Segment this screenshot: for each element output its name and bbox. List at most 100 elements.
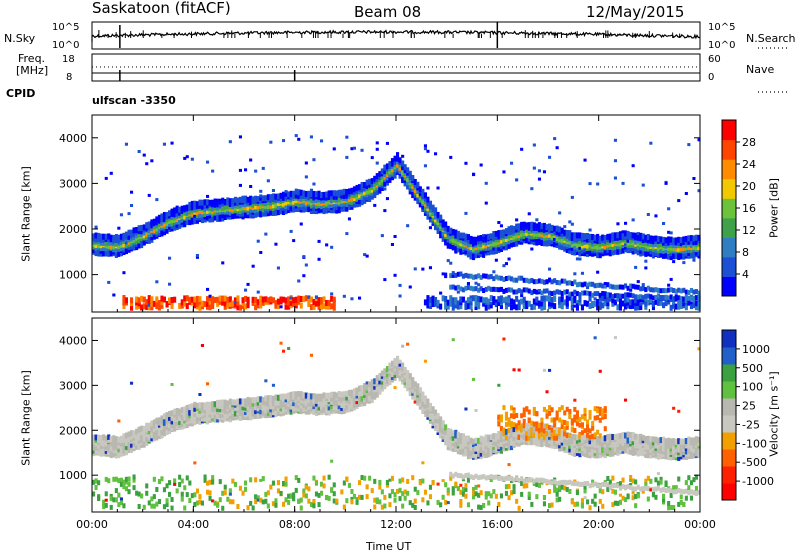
velocity-cell [553, 430, 557, 435]
velocity-cell [598, 433, 602, 439]
power-cell [130, 297, 134, 304]
velocity-cell [474, 437, 478, 444]
velocity-cell [135, 490, 139, 496]
velocity-cell [145, 434, 149, 441]
power-cell [525, 300, 529, 307]
velocity-cell [611, 450, 615, 457]
velocity-cell [256, 399, 260, 406]
velocity-cell [119, 435, 123, 442]
velocity-cell [350, 389, 354, 396]
power-cell [102, 245, 106, 251]
power-cell [548, 223, 552, 230]
power-cell [145, 304, 149, 310]
velocity-cell [667, 501, 671, 506]
velocity-cell [269, 395, 273, 402]
velocity-cell [406, 378, 410, 385]
velocity-cell [553, 479, 557, 485]
velocity-cell [142, 504, 146, 510]
velocity-cell [646, 475, 650, 481]
power-cell [282, 191, 286, 198]
velocity-cell [542, 501, 546, 507]
velocity-cell [198, 499, 202, 505]
velocity-cell [233, 404, 237, 411]
velocity-cell [332, 491, 336, 497]
power-cell [347, 217, 351, 221]
velocity-cell [289, 395, 293, 402]
power-cell [221, 204, 225, 211]
power-cell [512, 299, 516, 306]
velocity-cell [459, 433, 463, 440]
power-cell [499, 303, 503, 309]
velocity-cell [606, 440, 610, 447]
velocity-cell [580, 435, 584, 442]
velocity-cell [568, 446, 572, 453]
power-cell [603, 243, 607, 250]
power-cell [223, 203, 227, 210]
power-cell [629, 303, 633, 310]
velocity-cell [122, 484, 126, 490]
power-cell [603, 300, 607, 307]
power-cell [175, 207, 179, 214]
power-cell [510, 228, 514, 235]
power-cell [259, 251, 263, 254]
velocity-cell [631, 435, 635, 442]
velocity-cell [522, 478, 526, 484]
power-cell [104, 176, 108, 180]
power-cell [160, 216, 164, 223]
power-cell [570, 304, 574, 311]
power-cell [591, 292, 595, 298]
power-cell [406, 224, 410, 228]
velocity-cell [472, 475, 476, 481]
power-cell [325, 205, 329, 212]
velocity-cell [580, 422, 584, 428]
velocity-cell [487, 434, 491, 441]
velocity-cell [122, 479, 126, 485]
velocity-cell [532, 410, 536, 416]
velocity-cell [583, 407, 587, 413]
power-cell [299, 189, 303, 196]
velocity-cell [416, 387, 420, 394]
power-cell [388, 161, 392, 168]
velocity-cell [527, 476, 531, 482]
power-cell [634, 304, 638, 311]
velocity-cell [363, 386, 367, 393]
power-cell [677, 245, 681, 252]
velocity-cell [152, 503, 156, 509]
velocity-cell [563, 426, 567, 432]
power-cell [352, 186, 356, 193]
velocity-cell [530, 431, 534, 437]
velocity-cell [107, 443, 111, 450]
velocity-cell [117, 449, 121, 456]
power-cell [193, 209, 197, 216]
power-cell [314, 202, 318, 209]
power-cell [251, 196, 255, 203]
velocity-cell [510, 490, 514, 496]
velocity-cell [560, 442, 564, 449]
velocity-cell [542, 438, 546, 445]
power-cell [507, 226, 511, 233]
velocity-cell [621, 432, 625, 439]
velocity-cell [565, 421, 569, 426]
velocity-cell [436, 482, 440, 486]
power-cell [444, 272, 448, 276]
power-cell [355, 184, 359, 191]
power-cell [251, 299, 255, 306]
power-cell [221, 197, 225, 204]
power-cell [304, 263, 308, 267]
power-cell [322, 191, 326, 198]
velocity-cell [170, 383, 174, 386]
power-cell [317, 190, 321, 197]
velocity-cell [545, 409, 549, 415]
velocity-cell [454, 435, 458, 442]
power-cell [132, 242, 136, 249]
power-cell [606, 282, 610, 288]
power-cell [525, 226, 529, 233]
velocity-cell [634, 447, 638, 454]
velocity-cell [355, 499, 359, 505]
velocity-cell [413, 397, 417, 404]
power-cell [662, 236, 666, 243]
velocity-cell [203, 477, 207, 483]
velocity-cell [629, 432, 633, 438]
velocity-cell [145, 440, 149, 446]
velocity-cell [591, 482, 595, 488]
